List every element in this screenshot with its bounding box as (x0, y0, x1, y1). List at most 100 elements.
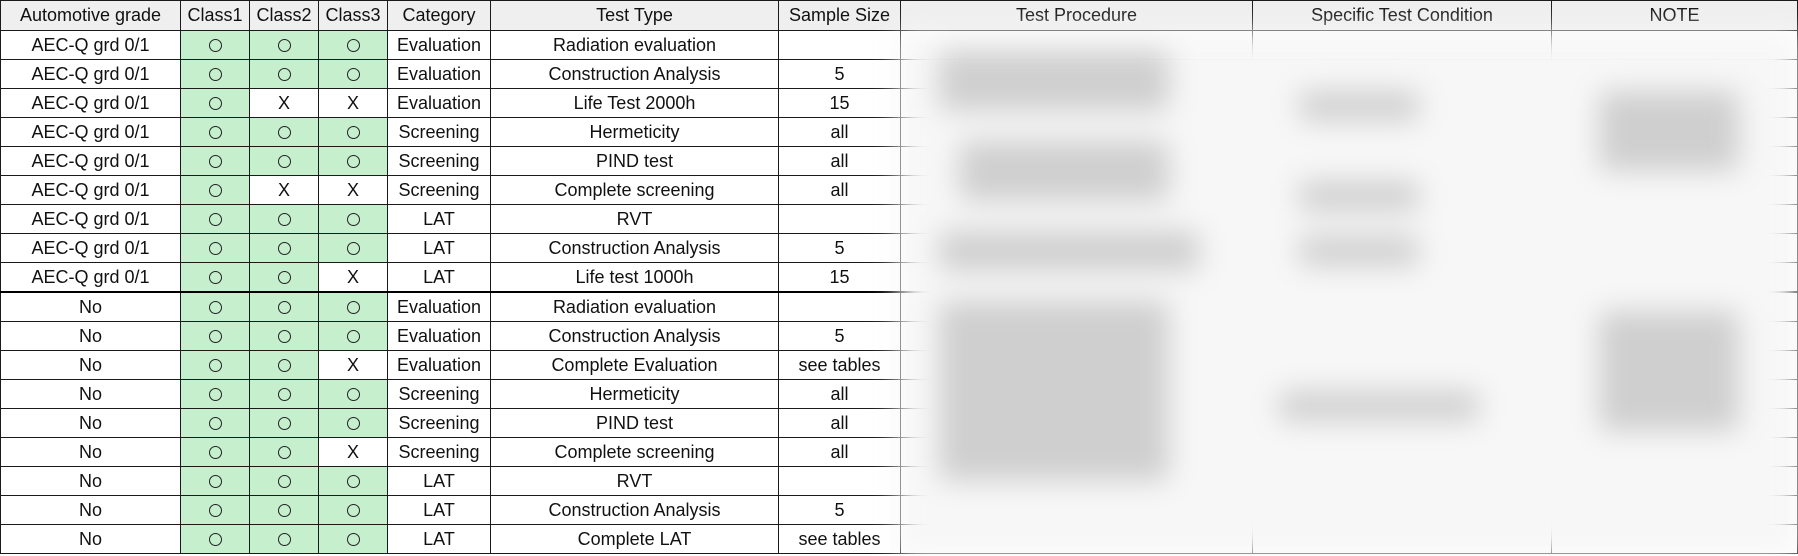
cell-automotive-grade[interactable]: AEC-Q grd 0/1 (0, 59, 181, 89)
cell-category[interactable]: Evaluation (387, 59, 491, 89)
cell-class1[interactable] (180, 321, 250, 351)
cell-sample-size[interactable]: all (778, 379, 901, 409)
cell-category[interactable]: Evaluation (387, 291, 491, 322)
cell-class2[interactable] (249, 30, 319, 60)
cell-automotive-grade[interactable]: AEC-Q grd 0/1 (0, 117, 181, 147)
cell-class3[interactable] (318, 321, 388, 351)
cell-sample-size[interactable]: all (778, 408, 901, 438)
cell-class2[interactable] (249, 524, 319, 554)
cell-test-type[interactable]: Construction Analysis (490, 233, 779, 263)
cell-category[interactable]: LAT (387, 524, 491, 554)
cell-class2[interactable] (249, 233, 319, 263)
cell-class2[interactable] (249, 291, 319, 322)
cell-class3[interactable] (318, 291, 388, 322)
cell-test-type[interactable]: RVT (490, 204, 779, 234)
cell-class2[interactable] (249, 59, 319, 89)
cell-class3[interactable] (318, 233, 388, 263)
cell-class1[interactable] (180, 146, 250, 176)
cell-sample-size[interactable]: 15 (778, 88, 901, 118)
cell-class3[interactable] (318, 146, 388, 176)
cell-class2[interactable] (249, 408, 319, 438)
cell-sample-size[interactable]: 5 (778, 59, 901, 89)
cell-class3[interactable]: X (318, 350, 388, 380)
cell-class1[interactable] (180, 117, 250, 147)
cell-class1[interactable] (180, 408, 250, 438)
cell-class1[interactable] (180, 495, 250, 525)
cell-class1[interactable] (180, 30, 250, 60)
cell-class1[interactable] (180, 175, 250, 205)
cell-test-type[interactable]: Construction Analysis (490, 495, 779, 525)
cell-class2[interactable] (249, 146, 319, 176)
cell-class3[interactable] (318, 30, 388, 60)
cell-test-type[interactable]: Complete screening (490, 175, 779, 205)
cell-sample-size[interactable]: 5 (778, 321, 901, 351)
cell-sample-size[interactable] (778, 466, 901, 496)
cell-automotive-grade[interactable]: AEC-Q grd 0/1 (0, 146, 181, 176)
cell-class1[interactable] (180, 524, 250, 554)
cell-category[interactable]: Screening (387, 437, 491, 467)
cell-class3[interactable] (318, 117, 388, 147)
cell-sample-size[interactable]: all (778, 175, 901, 205)
cell-test-type[interactable]: Life Test 2000h (490, 88, 779, 118)
cell-category[interactable]: Evaluation (387, 30, 491, 60)
cell-class3[interactable] (318, 408, 388, 438)
cell-test-type[interactable]: PIND test (490, 146, 779, 176)
cell-class1[interactable] (180, 59, 250, 89)
cell-test-type[interactable]: RVT (490, 466, 779, 496)
cell-class3[interactable]: X (318, 437, 388, 467)
header-class3[interactable]: Class3 (318, 0, 388, 31)
cell-category[interactable]: LAT (387, 466, 491, 496)
cell-test-type[interactable]: Radiation evaluation (490, 291, 779, 322)
cell-class1[interactable] (180, 291, 250, 322)
cell-sample-size[interactable]: all (778, 146, 901, 176)
header-class2[interactable]: Class2 (249, 0, 319, 31)
header-automotive-grade[interactable]: Automotive grade (0, 0, 181, 31)
header-sample-size[interactable]: Sample Size (778, 0, 901, 31)
cell-class3[interactable] (318, 495, 388, 525)
cell-sample-size[interactable] (778, 30, 901, 60)
cell-class2[interactable] (249, 466, 319, 496)
cell-category[interactable]: Screening (387, 408, 491, 438)
cell-automotive-grade[interactable]: AEC-Q grd 0/1 (0, 262, 181, 293)
cell-class2[interactable]: X (249, 88, 319, 118)
cell-sample-size[interactable] (778, 204, 901, 234)
cell-sample-size[interactable]: 5 (778, 233, 901, 263)
cell-test-type[interactable]: Construction Analysis (490, 59, 779, 89)
cell-class2[interactable] (249, 495, 319, 525)
header-test-type[interactable]: Test Type (490, 0, 779, 31)
cell-class3[interactable]: X (318, 88, 388, 118)
header-specific-test-condition[interactable]: Specific Test Condition (1252, 0, 1552, 31)
cell-class3[interactable] (318, 59, 388, 89)
cell-class3[interactable] (318, 466, 388, 496)
cell-automotive-grade[interactable]: AEC-Q grd 0/1 (0, 30, 181, 60)
cell-sample-size[interactable] (778, 291, 901, 322)
cell-test-type[interactable]: Complete Evaluation (490, 350, 779, 380)
cell-class3[interactable] (318, 204, 388, 234)
cell-category[interactable]: LAT (387, 204, 491, 234)
cell-class2[interactable] (249, 262, 319, 293)
cell-class2[interactable] (249, 117, 319, 147)
cell-automotive-grade[interactable]: No (0, 495, 181, 525)
cell-class1[interactable] (180, 350, 250, 380)
cell-category[interactable]: Evaluation (387, 88, 491, 118)
cell-test-type[interactable]: Radiation evaluation (490, 30, 779, 60)
cell-class3[interactable] (318, 524, 388, 554)
header-note[interactable]: NOTE (1551, 0, 1798, 31)
cell-class1[interactable] (180, 466, 250, 496)
cell-sample-size[interactable]: all (778, 437, 901, 467)
cell-sample-size[interactable]: 15 (778, 262, 901, 293)
cell-sample-size[interactable]: 5 (778, 495, 901, 525)
cell-automotive-grade[interactable]: No (0, 524, 181, 554)
cell-class2[interactable] (249, 350, 319, 380)
cell-sample-size[interactable]: see tables (778, 524, 901, 554)
cell-test-type[interactable]: Construction Analysis (490, 321, 779, 351)
cell-category[interactable]: LAT (387, 262, 491, 293)
cell-class3[interactable] (318, 379, 388, 409)
cell-automotive-grade[interactable]: AEC-Q grd 0/1 (0, 88, 181, 118)
cell-category[interactable]: Evaluation (387, 321, 491, 351)
cell-class2[interactable] (249, 379, 319, 409)
cell-class2[interactable] (249, 321, 319, 351)
cell-category[interactable]: Screening (387, 117, 491, 147)
cell-automotive-grade[interactable]: No (0, 291, 181, 322)
cell-automotive-grade[interactable]: No (0, 408, 181, 438)
